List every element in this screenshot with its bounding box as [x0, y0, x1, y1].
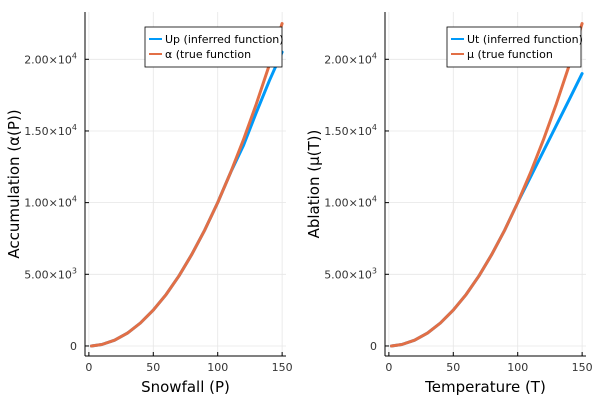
- legend-entry: μ (true function: [467, 48, 553, 61]
- legend: Ut (inferred function) μ (true function: [446, 26, 583, 68]
- x-tick-label: 100: [207, 361, 228, 374]
- x-tick-label: 0: [385, 361, 392, 374]
- x-axis-title: Snowfall (P): [141, 378, 230, 396]
- x-tick-label: 100: [507, 361, 528, 374]
- legend-entry: α (true function: [165, 48, 251, 61]
- y-tick-label: 0: [370, 340, 377, 353]
- legend-entry: Up (inferred function): [165, 33, 284, 46]
- y-axis-title: Accumulation (α(P)): [5, 109, 23, 258]
- series-line-2: [389, 22, 584, 348]
- y-tick-label: 1.00×104: [24, 195, 77, 210]
- chart-panel-2: 0 50 100 150 0 5.00×103 1.00×104 1.50×104 2.00×1…: [305, 12, 593, 396]
- legend-box: [144, 26, 283, 68]
- y-tick-label: 0: [70, 340, 77, 353]
- y-tick-label: 1.50×104: [24, 123, 77, 138]
- y-axis-title: Ablation (μ(T)): [305, 130, 323, 239]
- x-tick-label: 0: [85, 361, 92, 374]
- y-tick-label: 2.00×104: [324, 51, 377, 66]
- x-axis-title: Temperature (T): [424, 378, 546, 396]
- x-tick-label: 150: [572, 361, 593, 374]
- legend-box: [446, 26, 582, 68]
- x-tick-label: 50: [146, 361, 160, 374]
- legend: Up (inferred function) α (true function: [144, 26, 284, 68]
- series-line-2: [89, 22, 284, 348]
- chart-panel-1: 0 50 100 150 0 5.00×103 1.00×104 1.50×104 2.00×1…: [5, 12, 293, 396]
- y-tick-label: 5.00×103: [24, 266, 77, 281]
- x-tick-label: 150: [272, 361, 293, 374]
- y-tick-label: 2.00×104: [24, 51, 77, 66]
- y-tick-label: 5.00×103: [324, 266, 377, 281]
- series-line-1: [89, 50, 284, 348]
- x-tick-label: 50: [446, 361, 460, 374]
- y-tick-label: 1.00×104: [324, 195, 377, 210]
- y-tick-label: 1.50×104: [324, 123, 377, 138]
- legend-entry: Ut (inferred function): [467, 33, 583, 46]
